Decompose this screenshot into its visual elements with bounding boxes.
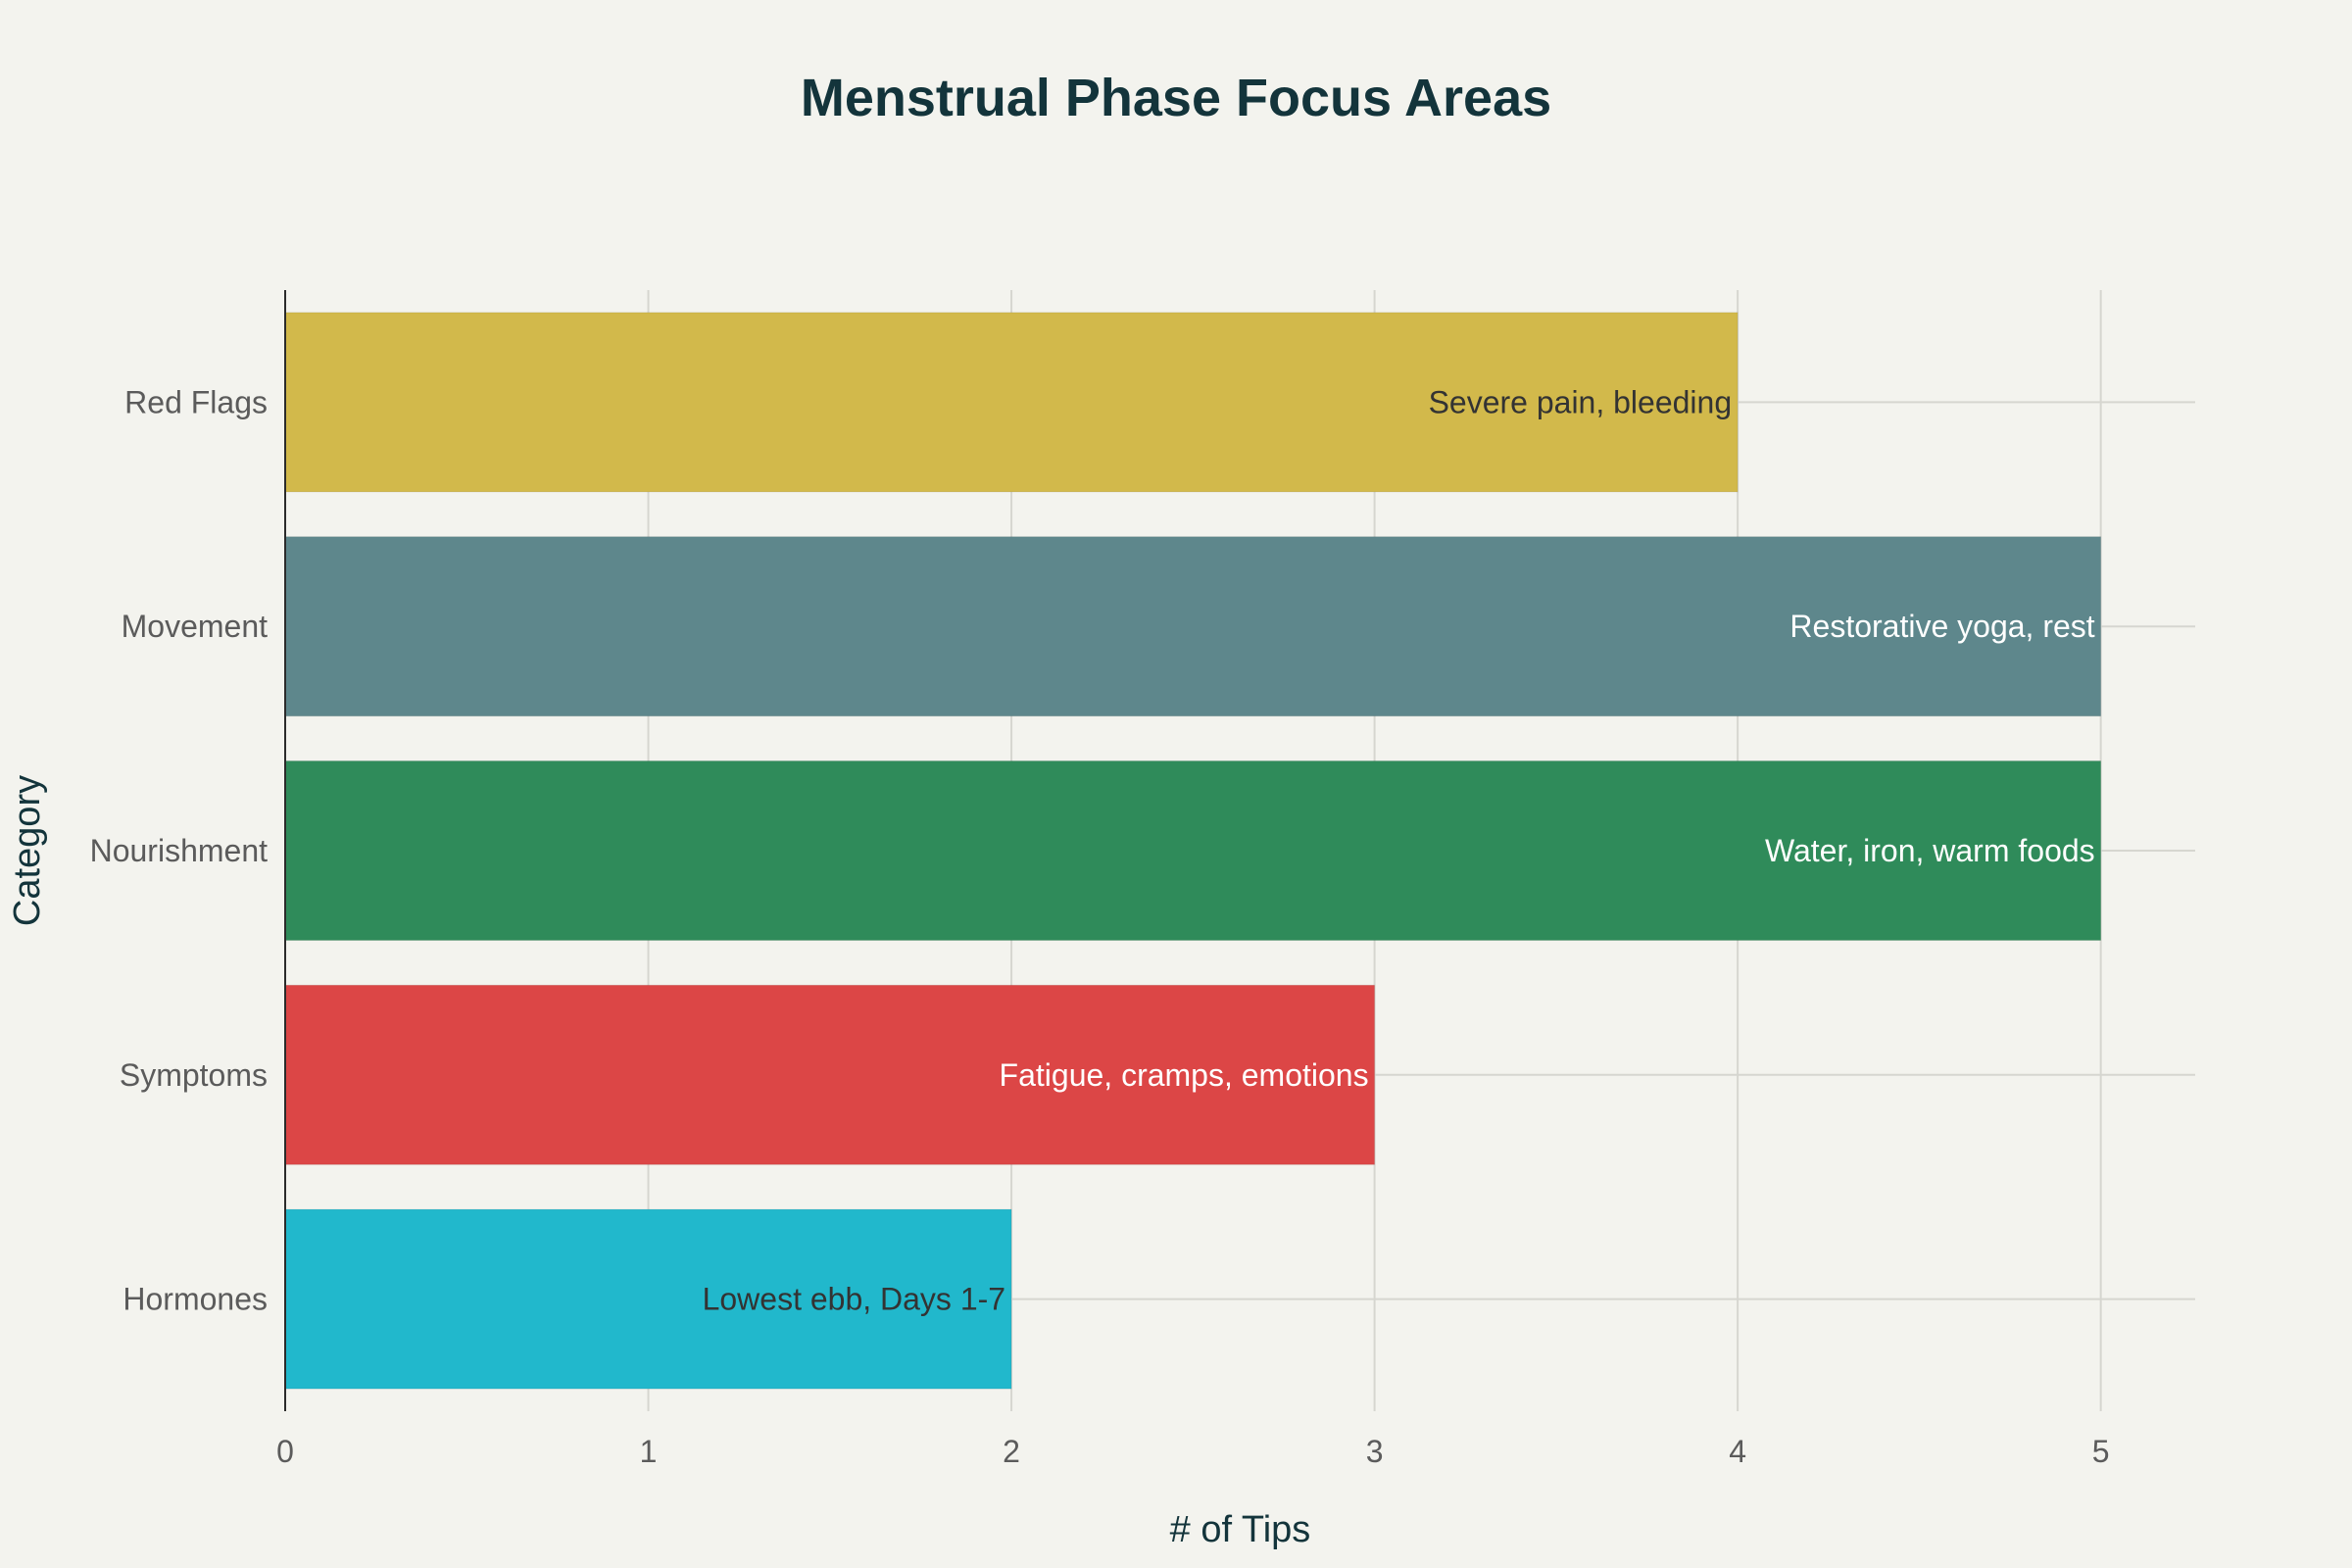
bar-labels: Lowest ebb, Days 1-7 Fatigue, cramps, emo…: [703, 384, 2095, 1316]
y-tick-label: Red Flags: [124, 384, 268, 419]
bars: [284, 312, 2102, 1390]
x-tick-label: 5: [2092, 1434, 2110, 1469]
bar-movement: [284, 536, 2102, 717]
y-axis-title: Category: [7, 775, 48, 926]
x-tick-label: 4: [1729, 1434, 1746, 1469]
bar-label: Severe pain, bleeding: [1429, 384, 1733, 419]
bar-label: Water, iron, warm foods: [1765, 833, 2095, 868]
bar-label: Fatigue, cramps, emotions: [1000, 1057, 1369, 1093]
y-tick-label: Symptoms: [120, 1057, 268, 1093]
chart-title: Menstrual Phase Focus Areas: [801, 69, 1551, 127]
bar-hormones: [284, 1208, 1012, 1390]
y-tick-label: Nourishment: [90, 833, 269, 868]
y-tick-label: Hormones: [122, 1282, 268, 1317]
bar-nourishment: [284, 760, 2102, 942]
x-tick-label: 2: [1003, 1434, 1020, 1469]
x-tick-label: 0: [276, 1434, 294, 1469]
x-tick-label: 3: [1366, 1434, 1384, 1469]
bar-label: Lowest ebb, Days 1-7: [703, 1282, 1006, 1317]
bar-red-flags: [284, 312, 1739, 493]
y-tick-label: Movement: [122, 609, 269, 644]
y-tick-labels: Hormones Symptoms Nourishment Movement Red F…: [90, 384, 269, 1316]
x-axis-title: # of Tips: [1170, 1509, 1311, 1550]
x-tick-labels: 0 1 2 3 4 5: [276, 1434, 2109, 1469]
x-tick-label: 1: [640, 1434, 658, 1469]
bar-label: Restorative yoga, rest: [1789, 609, 2094, 644]
